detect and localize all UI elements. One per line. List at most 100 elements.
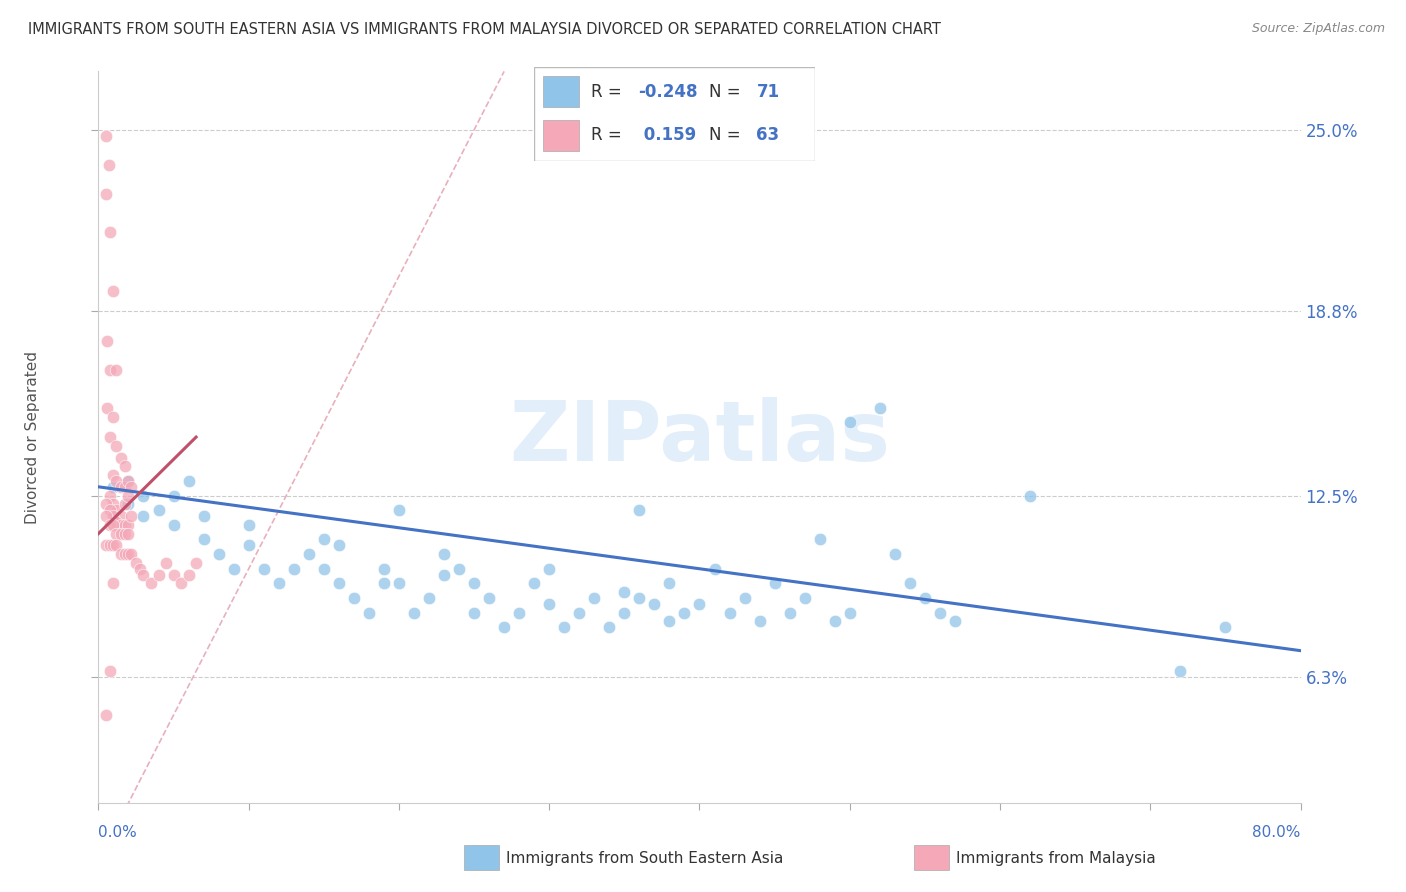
- Point: [494, 620, 516, 634]
- Text: IMMIGRANTS FROM SOUTH EASTERN ASIA VS IMMIGRANTS FROM MALAYSIA DIVORCED OR SEPAR: IMMIGRANTS FROM SOUTH EASTERN ASIA VS IM…: [28, 22, 941, 37]
- Point: [105, 526, 128, 541]
- Point: [105, 474, 128, 488]
- Point: [748, 615, 770, 629]
- Point: [103, 517, 125, 532]
- Point: [114, 517, 136, 532]
- Point: [117, 489, 139, 503]
- Text: Immigrants from Malaysia: Immigrants from Malaysia: [956, 851, 1156, 865]
- Point: [898, 576, 921, 591]
- Point: [538, 597, 561, 611]
- Point: [117, 474, 139, 488]
- Point: [628, 591, 651, 605]
- Point: [117, 547, 139, 561]
- Point: [170, 576, 193, 591]
- Text: 80.0%: 80.0%: [1253, 825, 1301, 840]
- Point: [117, 526, 139, 541]
- Point: [883, 547, 905, 561]
- Point: [100, 538, 122, 552]
- Point: [148, 567, 170, 582]
- Point: [117, 497, 139, 511]
- Point: [914, 591, 936, 605]
- Point: [763, 576, 786, 591]
- Point: [103, 284, 125, 298]
- Point: [103, 509, 125, 524]
- Point: [523, 576, 546, 591]
- Text: 63: 63: [756, 127, 779, 145]
- Point: [1019, 489, 1042, 503]
- FancyBboxPatch shape: [534, 67, 815, 161]
- Text: R =: R =: [591, 127, 621, 145]
- Point: [793, 591, 815, 605]
- Point: [103, 538, 125, 552]
- Point: [162, 517, 184, 532]
- Point: [148, 503, 170, 517]
- Point: [208, 547, 231, 561]
- Text: 0.0%: 0.0%: [98, 825, 138, 840]
- Point: [110, 547, 132, 561]
- FancyBboxPatch shape: [543, 120, 579, 152]
- Text: Divorced or Separated: Divorced or Separated: [25, 351, 39, 524]
- FancyBboxPatch shape: [543, 77, 579, 107]
- Point: [97, 158, 120, 172]
- Point: [298, 547, 321, 561]
- Point: [312, 533, 335, 547]
- Point: [222, 562, 245, 576]
- Point: [117, 517, 139, 532]
- Point: [110, 509, 132, 524]
- Point: [94, 497, 117, 511]
- Point: [373, 576, 395, 591]
- Point: [110, 480, 132, 494]
- Point: [643, 597, 665, 611]
- Point: [103, 468, 125, 483]
- Point: [613, 585, 636, 599]
- Point: [162, 567, 184, 582]
- Point: [267, 576, 290, 591]
- Point: [343, 591, 366, 605]
- Point: [121, 509, 143, 524]
- Point: [734, 591, 756, 605]
- Point: [100, 363, 122, 377]
- Point: [129, 562, 152, 576]
- Point: [388, 576, 411, 591]
- Point: [1215, 620, 1237, 634]
- Point: [155, 556, 177, 570]
- Point: [94, 128, 117, 143]
- Point: [177, 567, 200, 582]
- Point: [673, 606, 696, 620]
- Point: [103, 480, 125, 494]
- Point: [96, 401, 118, 415]
- Point: [94, 538, 117, 552]
- Point: [184, 556, 207, 570]
- Point: [238, 517, 260, 532]
- Point: [328, 576, 350, 591]
- Point: [433, 567, 456, 582]
- Point: [718, 606, 741, 620]
- Point: [177, 474, 200, 488]
- Point: [824, 615, 846, 629]
- Point: [1170, 664, 1192, 678]
- Text: -0.248: -0.248: [638, 83, 697, 101]
- Point: [103, 497, 125, 511]
- Point: [193, 509, 215, 524]
- Text: R =: R =: [591, 83, 621, 101]
- Point: [110, 517, 132, 532]
- Point: [114, 526, 136, 541]
- Point: [433, 547, 456, 561]
- Point: [132, 509, 155, 524]
- Point: [110, 526, 132, 541]
- Point: [110, 450, 132, 465]
- Point: [139, 576, 162, 591]
- Point: [105, 538, 128, 552]
- Point: [105, 503, 128, 517]
- Point: [598, 620, 620, 634]
- Point: [808, 533, 831, 547]
- Text: Immigrants from South Eastern Asia: Immigrants from South Eastern Asia: [506, 851, 783, 865]
- Point: [193, 533, 215, 547]
- Point: [508, 606, 530, 620]
- Point: [538, 562, 561, 576]
- Point: [447, 562, 470, 576]
- Point: [121, 480, 143, 494]
- Point: [929, 606, 952, 620]
- Point: [553, 620, 575, 634]
- Point: [658, 576, 681, 591]
